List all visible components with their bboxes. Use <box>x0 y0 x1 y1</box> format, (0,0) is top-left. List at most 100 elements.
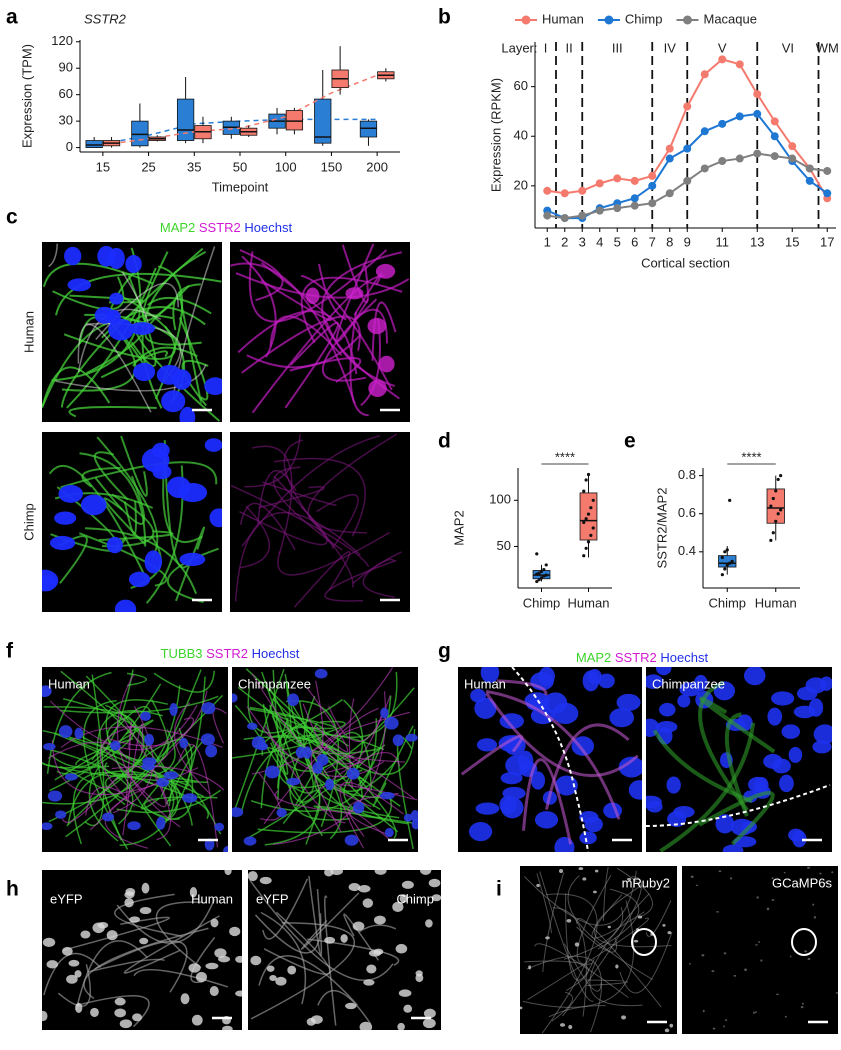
x-tick-label: Human <box>755 595 797 610</box>
stain: TUBB3 <box>161 646 203 661</box>
neurite <box>55 272 222 316</box>
cell <box>659 702 676 717</box>
neurite <box>116 673 181 828</box>
neurite <box>258 955 359 1006</box>
image-label: eYFP <box>50 891 83 906</box>
cell <box>784 1015 787 1018</box>
data-point <box>779 508 783 512</box>
cell <box>109 292 124 305</box>
data-point <box>589 506 593 510</box>
data-point <box>535 552 539 556</box>
neurite <box>523 870 637 926</box>
neurite <box>68 406 157 418</box>
cell <box>330 870 343 876</box>
cell <box>314 668 328 679</box>
panel-letter: i <box>496 878 502 901</box>
data-point <box>735 60 744 69</box>
cell <box>144 733 155 746</box>
cell <box>259 876 272 885</box>
data-point <box>771 496 775 501</box>
cell <box>772 758 791 774</box>
neurite <box>127 275 157 367</box>
micrograph <box>42 242 222 422</box>
neurite <box>173 702 211 795</box>
cell <box>801 1002 804 1005</box>
panel-letter: h <box>6 878 19 901</box>
neurite <box>323 750 364 773</box>
cell <box>129 916 141 923</box>
data-point <box>560 214 569 223</box>
x-tick-label: 3 <box>579 234 586 249</box>
neurite <box>251 445 293 554</box>
cell <box>352 801 365 814</box>
trend-line <box>102 74 378 146</box>
neurite <box>263 707 379 825</box>
cell <box>68 959 80 967</box>
cell <box>615 964 619 969</box>
cell <box>384 827 394 838</box>
data-point <box>539 576 544 580</box>
cell <box>755 944 758 946</box>
neurite <box>114 893 183 938</box>
cell <box>324 778 335 791</box>
neurite <box>349 311 369 417</box>
y-tick-label: 20 <box>514 177 528 192</box>
neurite <box>273 475 354 588</box>
neurite <box>57 964 91 1007</box>
cell <box>156 364 183 385</box>
cell <box>662 923 666 927</box>
data-point <box>582 554 586 558</box>
image-label: Chimpanzee <box>652 676 725 691</box>
cell <box>218 955 231 963</box>
data-point <box>586 472 591 477</box>
cell <box>621 1015 627 1020</box>
tissue-border <box>645 784 831 827</box>
cell <box>205 744 218 758</box>
neurite <box>300 276 403 344</box>
neurite <box>260 911 307 1005</box>
data-point <box>718 157 727 166</box>
cell <box>419 870 432 876</box>
legend-label: Human <box>542 11 584 26</box>
stain: Hoechst <box>660 650 708 665</box>
layer-label: VI <box>782 40 794 55</box>
neurite <box>545 723 630 810</box>
layer-label: III <box>612 40 623 55</box>
neurite <box>123 915 220 974</box>
data-point <box>613 174 622 183</box>
cell <box>598 673 615 689</box>
cell <box>568 1024 573 1030</box>
cell <box>42 1010 48 1022</box>
x-tick-label: 17 <box>820 234 834 249</box>
neurite <box>576 875 612 965</box>
cell <box>807 866 811 869</box>
panel-letter: b <box>438 6 451 29</box>
x-tick-label: 7 <box>649 234 656 249</box>
neurite <box>49 700 198 751</box>
image-background <box>42 870 242 1030</box>
neurite <box>362 551 402 598</box>
cell <box>616 693 641 711</box>
neurite <box>524 960 589 991</box>
data-point <box>648 199 657 208</box>
neurite <box>273 466 343 551</box>
cell <box>593 890 597 894</box>
cell <box>235 955 242 963</box>
row-label: Chimp <box>21 503 36 541</box>
neurite <box>256 469 297 524</box>
cell <box>474 697 497 719</box>
cell <box>689 963 692 965</box>
cell <box>766 907 770 911</box>
cell <box>664 1028 670 1033</box>
x-axis-label: Cortical section <box>641 255 730 270</box>
neurite <box>119 676 206 846</box>
cell <box>800 1005 804 1009</box>
neurite <box>298 701 399 792</box>
cell <box>43 743 56 751</box>
panel-letter: f <box>6 640 14 663</box>
cell <box>398 989 412 997</box>
cell <box>578 867 584 870</box>
cell <box>789 955 792 958</box>
data-point <box>776 512 780 516</box>
